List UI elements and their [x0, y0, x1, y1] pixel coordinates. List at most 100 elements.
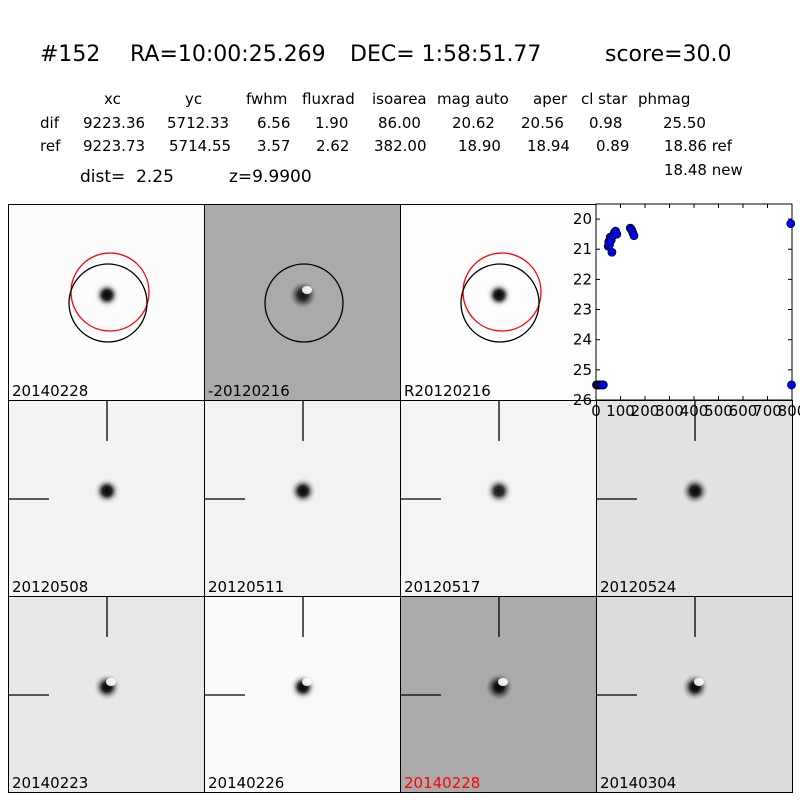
stamp-image [597, 401, 709, 505]
y-tick-label: 23 [573, 301, 592, 319]
source-blob [289, 477, 317, 505]
stamp-20140304: 20140304 [596, 596, 793, 793]
ra-coordinate: RA=10:00:25.269 [130, 42, 326, 67]
row-label-ref: ref [40, 137, 61, 155]
data-point [612, 229, 622, 239]
data-point [607, 247, 617, 257]
y-tick-label: 21 [573, 240, 592, 258]
new-phmag: 18.48 new [664, 161, 743, 179]
col-isoarea: isoarea [372, 90, 427, 108]
source-blob [485, 477, 513, 505]
source-blob [289, 673, 317, 701]
ref-mag-auto: 18.90 [458, 137, 501, 155]
ref-xc: 9223.73 [83, 137, 146, 155]
stamp-date-label: R20120216 [404, 382, 491, 400]
stamp-date-label: 20140304 [600, 774, 677, 792]
x-tick-label: 300 [655, 402, 684, 420]
col-phmag: phmag [638, 90, 691, 108]
dipole-residual [498, 678, 508, 686]
stamp-date-label: 20120524 [600, 578, 677, 596]
stamp-image [9, 597, 121, 701]
source-blob [485, 673, 513, 701]
x-tick-label: 0 [591, 402, 601, 420]
stamp-image [68, 252, 150, 343]
x-tick-label: 800 [778, 402, 800, 420]
ref-phmag: 18.86 ref [664, 137, 733, 155]
dif-xc: 9223.36 [83, 114, 146, 132]
stamp-20140228-highlight: 20140228 [400, 596, 597, 793]
stamp-image [597, 597, 709, 701]
dipole-residual [106, 678, 116, 686]
col-aper: aper [533, 90, 568, 108]
stamp-image [264, 263, 344, 343]
ref-fluxrad: 2.62 [316, 137, 350, 155]
stamp-20140223: 20140223 [8, 596, 205, 793]
dif-fluxrad: 1.90 [315, 114, 349, 132]
col-cl-star: cl star [581, 90, 628, 108]
dif-fwhm: 6.56 [257, 114, 291, 132]
stamp-image [9, 401, 121, 505]
data-point [598, 380, 608, 390]
col-xc: xc [104, 90, 121, 108]
stamp-date-label: 20120511 [208, 578, 285, 596]
source-blob [93, 281, 121, 309]
dist-value: dist= 2.25 [80, 167, 174, 187]
stamp-20120524: 20120524 [596, 400, 793, 597]
stamp-date-label: 20140226 [208, 774, 285, 792]
stamp-image [401, 597, 513, 701]
stamp-image [401, 401, 513, 505]
ref-aper: 18.94 [527, 137, 570, 155]
y-tick-label: 24 [573, 331, 592, 349]
dipole-residual [302, 286, 312, 294]
source-blob [93, 673, 121, 701]
stamp-20120511: 20120511 [204, 400, 401, 597]
y-tick-label: 25 [573, 361, 592, 379]
stamp-date-label: 20120508 [12, 578, 89, 596]
dec-coordinate: DEC= 1:58:51.77 [350, 42, 542, 67]
stamp-ref-20120216: R20120216 [400, 204, 597, 401]
source-blob [485, 281, 513, 309]
data-point [629, 231, 639, 241]
stamp-image [460, 252, 542, 343]
light-curve-svg: 20 21 22 23 24 25 260 100200300400500600700800 [573, 203, 800, 420]
y-tick-label: 20 [573, 210, 592, 228]
dif-mag-auto: 20.62 [452, 114, 495, 132]
x-tick-label: 100 [606, 402, 635, 420]
data-point [787, 380, 796, 390]
ref-cl-star: 0.89 [596, 137, 630, 155]
stamp-date-label: 20140228 [12, 382, 89, 400]
row-label-dif: dif [40, 114, 59, 132]
score-value: score=30.0 [605, 42, 732, 67]
dif-aper: 20.56 [521, 114, 564, 132]
col-fluxrad: fluxrad [302, 90, 355, 108]
source-blob [289, 281, 317, 309]
y-tick-label: 26 [573, 391, 592, 409]
stamp-20120517: 20120517 [400, 400, 597, 597]
light-curve-plot: 20 21 22 23 24 25 260 100200300400500600700800 [573, 203, 800, 420]
aperture-black-circle [68, 263, 148, 343]
x-tick-label: 700 [753, 402, 782, 420]
col-yc: yc [185, 90, 203, 108]
stamp-date-label: 20140228 [404, 774, 481, 792]
ref-yc: 5714.55 [169, 137, 232, 155]
plot-frame [595, 203, 793, 401]
col-fwhm: fwhm [246, 90, 288, 108]
dif-yc: 5712.33 [167, 114, 230, 132]
stamp-20140226: 20140226 [204, 596, 401, 793]
y-tick-label: 22 [573, 270, 592, 288]
stamp-image [205, 401, 317, 505]
col-mag-auto: mag auto [437, 90, 509, 108]
stamp-new-20140228: 20140228 [8, 204, 205, 401]
aperture-black-circle [264, 263, 344, 343]
dif-cl-star: 0.98 [589, 114, 623, 132]
stamp-20120508: 20120508 [8, 400, 205, 597]
stamp-diff-20120216: -20120216 [204, 204, 401, 401]
stamp-date-label: 20140223 [12, 774, 89, 792]
x-tick-label: 400 [680, 402, 709, 420]
dif-phmag: 25.50 [663, 114, 706, 132]
source-blob [681, 477, 709, 505]
stamp-date-label: 20120517 [404, 578, 481, 596]
stamp-image [205, 597, 317, 701]
dif-isoarea: 86.00 [378, 114, 421, 132]
x-tick-label: 500 [704, 402, 733, 420]
